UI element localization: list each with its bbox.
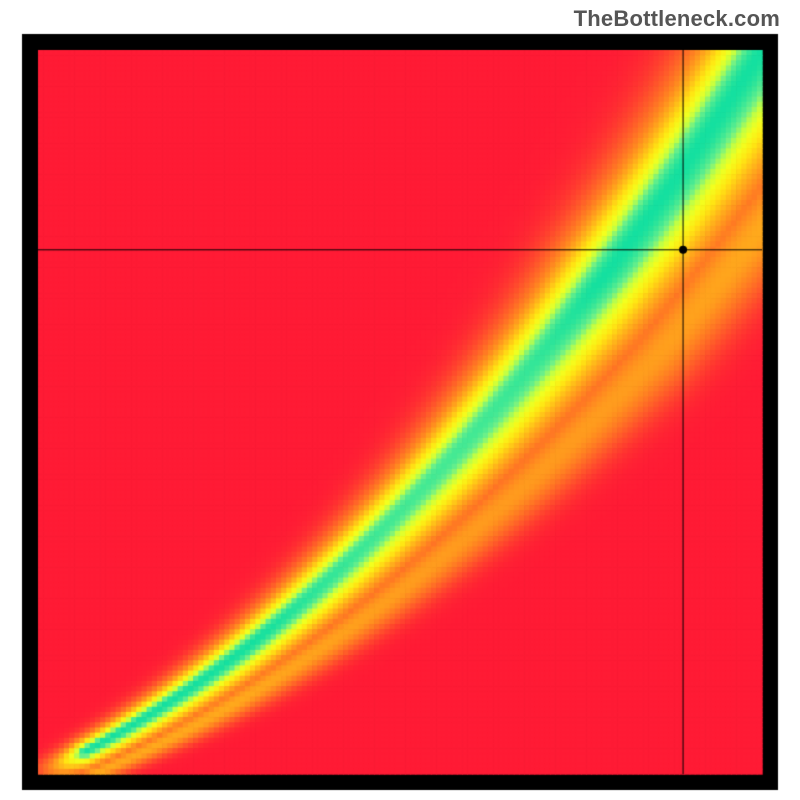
bottleneck-heatmap-canvas — [0, 0, 800, 800]
watermark-text: TheBottleneck.com — [574, 6, 780, 32]
